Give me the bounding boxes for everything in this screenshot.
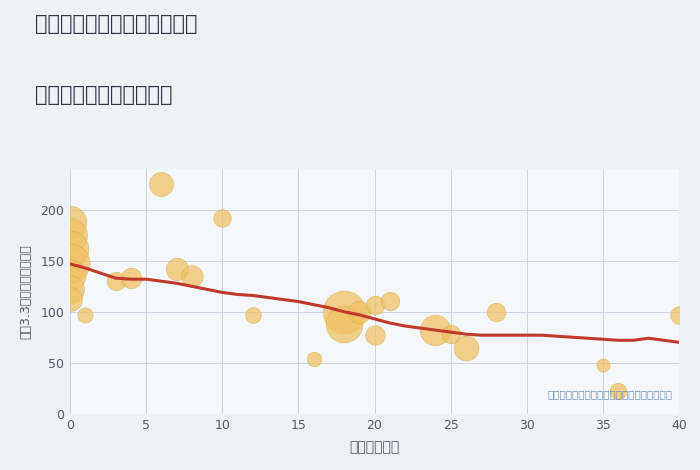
Point — [217, 214, 228, 222]
X-axis label: 築年数（年）: 築年数（年） — [349, 440, 400, 454]
Point — [64, 219, 76, 226]
Point — [64, 286, 76, 293]
Point — [430, 326, 441, 334]
Point — [339, 308, 350, 315]
Point — [384, 297, 395, 305]
Point — [247, 311, 258, 319]
Point — [308, 355, 319, 362]
Text: 兵庫県西宮市甲子園高潮町の: 兵庫県西宮市甲子園高潮町の — [35, 14, 197, 34]
Point — [80, 311, 91, 319]
Point — [369, 301, 380, 308]
Point — [156, 181, 167, 188]
Point — [445, 330, 456, 338]
Y-axis label: 坪（3.3㎡）単価（万円）: 坪（3.3㎡）単価（万円） — [19, 244, 32, 339]
Text: 円の大きさは、取引のあった物件面積を示す: 円の大きさは、取引のあった物件面積を示す — [548, 389, 673, 399]
Point — [491, 308, 502, 315]
Point — [125, 274, 136, 282]
Point — [369, 331, 380, 339]
Point — [354, 308, 365, 315]
Point — [64, 259, 76, 266]
Point — [186, 272, 197, 280]
Point — [673, 311, 685, 319]
Point — [64, 245, 76, 252]
Point — [110, 277, 121, 285]
Point — [597, 361, 608, 368]
Point — [64, 295, 76, 302]
Text: 築年数別中古戸建て価格: 築年数別中古戸建て価格 — [35, 85, 172, 105]
Point — [64, 271, 76, 279]
Point — [64, 232, 76, 239]
Point — [339, 320, 350, 328]
Point — [171, 265, 182, 273]
Point — [461, 345, 472, 352]
Point — [612, 387, 624, 395]
